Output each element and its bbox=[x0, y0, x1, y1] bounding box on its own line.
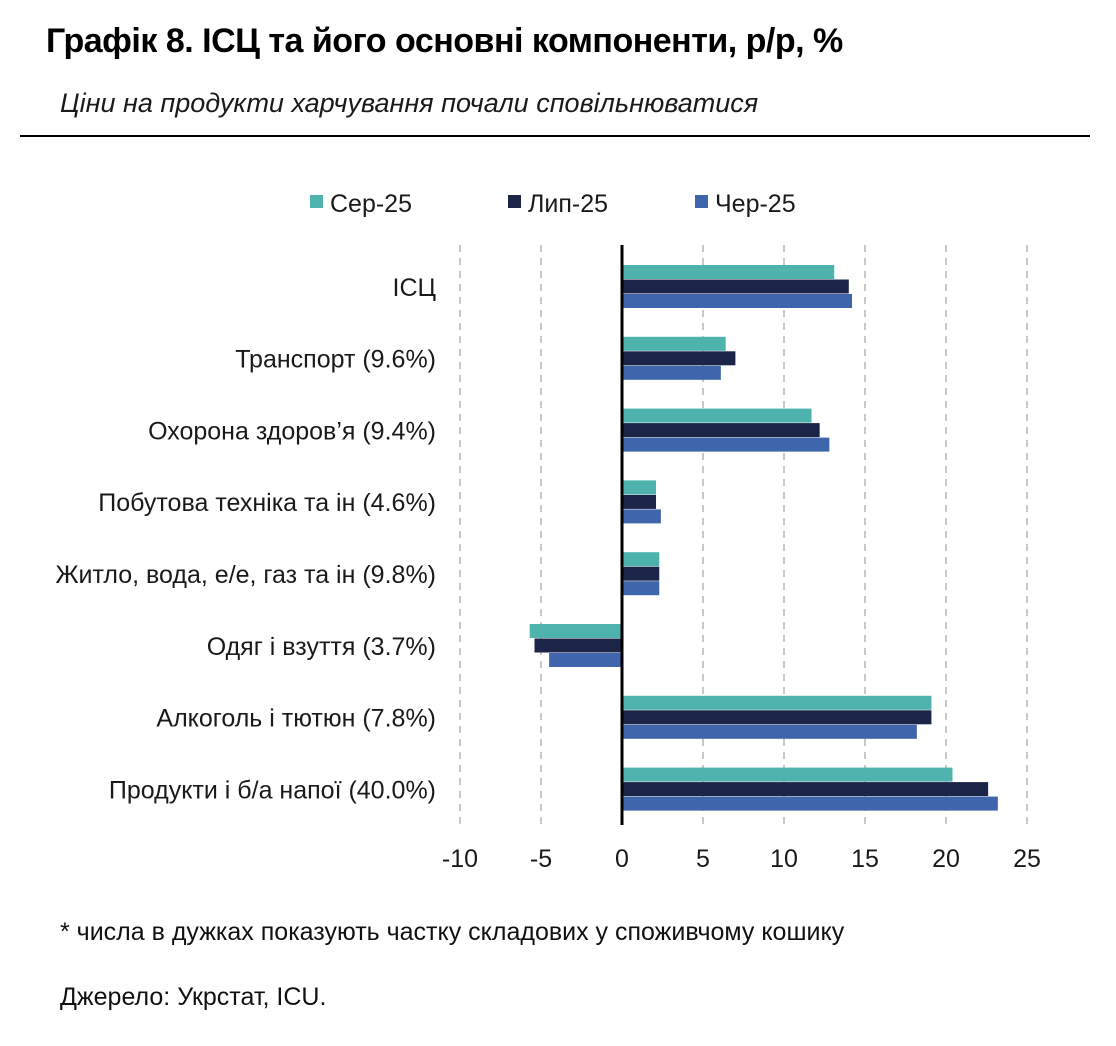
x-tick-labels: -10 -5 0 5 10 15 20 25 bbox=[442, 845, 1041, 873]
bar-25-3 bbox=[622, 480, 657, 495]
bar-25-6 bbox=[622, 710, 932, 725]
x-tick-label: -10 bbox=[442, 845, 478, 873]
bar-25-6 bbox=[622, 724, 917, 739]
x-tick-label: 10 bbox=[770, 845, 798, 873]
bar-25-0 bbox=[622, 294, 853, 308]
bar-25-2 bbox=[622, 408, 812, 423]
legend-label: Сер-25 bbox=[330, 190, 412, 218]
bar-25-7 bbox=[622, 782, 989, 797]
category-label: Одяг і взуття (3.7%) bbox=[207, 633, 436, 661]
x-tick-label: 20 bbox=[932, 845, 960, 873]
bar-25-3 bbox=[622, 494, 657, 509]
bar-25-6 bbox=[622, 695, 932, 710]
x-tick-label: -5 bbox=[530, 845, 552, 873]
bar-25-0 bbox=[622, 265, 835, 279]
x-tick-label: 0 bbox=[615, 845, 629, 873]
category-label: ІСЦ bbox=[393, 274, 437, 302]
bar-chart: ІСЦ Транспорт (9.6%) Охорона здоров’я (9.4… bbox=[55, 190, 1041, 873]
category-label: Транспорт (9.6%) bbox=[235, 346, 436, 374]
source-note: Джерело: Укрстат, ICU. bbox=[60, 983, 327, 1011]
x-tick-label: 25 bbox=[1013, 845, 1041, 873]
legend: Сер-25 Лип-25 Чер-25 bbox=[310, 190, 796, 218]
category-label: Побутова техніка та ін (4.6%) bbox=[98, 489, 436, 517]
chart-title: Графік 8. ІСЦ та його основні компоненти… bbox=[46, 22, 843, 60]
title-divider bbox=[20, 135, 1090, 137]
bar-25-2 bbox=[622, 423, 820, 438]
bar-25-4 bbox=[622, 566, 660, 581]
category-labels: ІСЦ Транспорт (9.6%) Охорона здоров’я (9.4… bbox=[55, 274, 436, 805]
bar-25-3 bbox=[622, 509, 661, 524]
footnote: * числа в дужках показують частку складо… bbox=[60, 918, 845, 946]
x-tick-label: 5 bbox=[696, 845, 710, 873]
bar-25-4 bbox=[622, 581, 660, 596]
bar-25-7 bbox=[622, 767, 953, 782]
category-label: Житло, вода, е/е, газ та ін (9.8%) bbox=[55, 561, 436, 589]
category-label: Алкоголь і тютюн (7.8%) bbox=[156, 705, 436, 733]
bars bbox=[529, 265, 998, 811]
bar-25-0 bbox=[622, 279, 849, 294]
category-label: Продукти і б/а напої (40.0%) bbox=[109, 776, 436, 804]
legend-label: Чер-25 bbox=[715, 190, 796, 218]
category-label: Охорона здоров’я (9.4%) bbox=[148, 417, 436, 445]
chart-subtitle: Ціни на продукти харчування почали спові… bbox=[60, 88, 759, 118]
legend-label: Лип-25 bbox=[528, 190, 608, 218]
bar-25-1 bbox=[622, 351, 736, 366]
bar-25-2 bbox=[622, 437, 830, 452]
bar-25-1 bbox=[622, 336, 726, 351]
legend-swatch-25 bbox=[508, 195, 521, 208]
x-tick-label: 15 bbox=[851, 845, 879, 873]
legend-swatch-25 bbox=[695, 195, 708, 208]
legend-swatch-25 bbox=[310, 195, 323, 208]
bar-25-7 bbox=[622, 796, 998, 811]
bar-25-1 bbox=[622, 365, 721, 380]
bar-25-5 bbox=[549, 653, 622, 667]
bar-25-5 bbox=[534, 638, 622, 653]
bar-25-5 bbox=[529, 624, 622, 638]
bar-25-4 bbox=[622, 552, 660, 567]
